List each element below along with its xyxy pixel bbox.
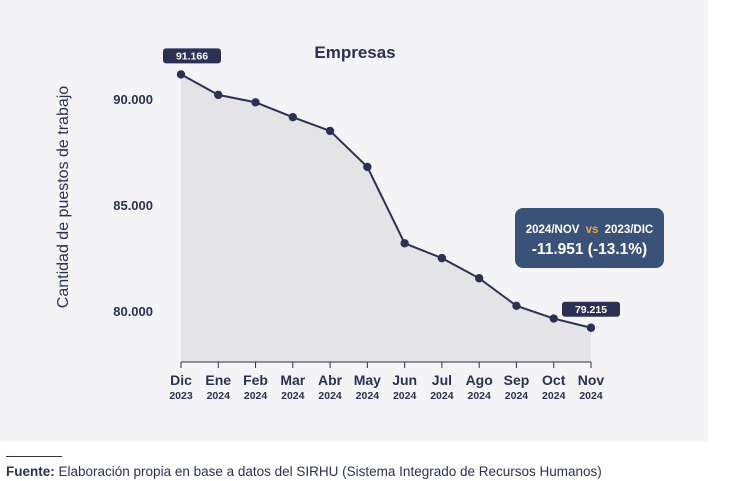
area-layer bbox=[181, 74, 591, 362]
x-tick-label-year: 2024 bbox=[505, 390, 529, 402]
data-point bbox=[214, 90, 223, 100]
data-point bbox=[251, 98, 260, 107]
source-label: Fuente: bbox=[6, 464, 55, 479]
x-tick-label-month: Jul bbox=[432, 372, 452, 388]
x-tick-label-year: 2024 bbox=[207, 390, 231, 402]
y-axis-label: Cantidad de puestos de trabajo bbox=[55, 86, 72, 308]
data-point bbox=[325, 126, 335, 136]
x-tick-label-year: 2024 bbox=[356, 390, 380, 402]
chart-svg: Empresas Cantidad de puestos de trabajo … bbox=[55, 43, 664, 402]
annotation-change-value: -11.951 (-13.1%) bbox=[532, 241, 647, 258]
x-tick-label-month: Jun bbox=[392, 372, 417, 388]
line-layer bbox=[176, 70, 596, 332]
annotation-line1: 2024/NOV vs 2023/DIC bbox=[526, 224, 654, 236]
axis-layer: Dic 2023 Ene 2024 Feb 2024 Mar 2024 Abr 2024 May 20… bbox=[113, 92, 604, 402]
y-tick-label: 80.000 bbox=[113, 304, 153, 319]
x-tick-label-month: Mar bbox=[280, 372, 305, 388]
x-tick-label-year: 2024 bbox=[318, 390, 342, 402]
x-tick-label-year: 2024 bbox=[579, 390, 603, 402]
chart-title: Empresas bbox=[314, 43, 395, 62]
data-point bbox=[400, 239, 409, 248]
x-tick-label-year: 2024 bbox=[542, 390, 566, 402]
value-callout-box bbox=[562, 301, 620, 317]
x-tick-label-month: Abr bbox=[318, 372, 343, 388]
x-tick-label-month: Ago bbox=[466, 372, 493, 388]
label-layer: 91.166 79.215 bbox=[163, 48, 620, 317]
x-tick-label-year: 2024 bbox=[281, 390, 305, 402]
value-callout-label: 79.215 bbox=[575, 304, 607, 316]
annotation-box bbox=[515, 208, 664, 268]
y-tick-label: 85.000 bbox=[113, 198, 153, 213]
data-point bbox=[549, 314, 558, 323]
x-tick-label-month: Nov bbox=[578, 372, 605, 388]
x-tick-label-month: Feb bbox=[243, 372, 268, 388]
area-fill bbox=[181, 74, 591, 362]
x-tick-label-month: Dic bbox=[170, 372, 192, 388]
value-callout-label: 91.166 bbox=[176, 50, 208, 62]
x-tick-label-year: 2024 bbox=[468, 390, 492, 402]
source-note: Fuente: Elaboración propia en base a dat… bbox=[6, 464, 602, 479]
annotation-vs: vs bbox=[586, 224, 599, 236]
data-point bbox=[512, 301, 521, 311]
change-annotation: 2024/NOV vs 2023/DIC -11.951 (-13.1%) bbox=[515, 208, 664, 268]
data-point bbox=[176, 70, 186, 79]
x-tick-label-year: 2023 bbox=[169, 390, 193, 402]
data-point bbox=[474, 274, 484, 283]
data-point bbox=[586, 323, 596, 332]
x-tick-label-year: 2024 bbox=[430, 390, 454, 402]
value-callout-box bbox=[163, 48, 221, 64]
x-tick-label-month: Ene bbox=[205, 372, 231, 388]
y-tick-label: 90.000 bbox=[113, 92, 153, 107]
data-point bbox=[363, 162, 372, 172]
x-tick-label-month: Sep bbox=[504, 372, 530, 388]
chart-panel: Empresas Cantidad de puestos de trabajo … bbox=[0, 0, 708, 441]
x-tick-label-month: May bbox=[354, 372, 381, 388]
annotation-period-base: 2023/DIC bbox=[605, 224, 654, 236]
footer-divider bbox=[6, 456, 62, 457]
source-text: Elaboración propia en base a datos del S… bbox=[54, 464, 602, 479]
x-tick-label-year: 2024 bbox=[393, 390, 417, 402]
data-point bbox=[437, 253, 447, 263]
x-tick-label-month: Oct bbox=[542, 372, 566, 388]
annotation-period-current: 2024/NOV bbox=[526, 224, 580, 236]
series-line bbox=[180, 73, 592, 329]
data-point bbox=[288, 112, 298, 122]
x-tick-label-year: 2024 bbox=[244, 390, 268, 402]
